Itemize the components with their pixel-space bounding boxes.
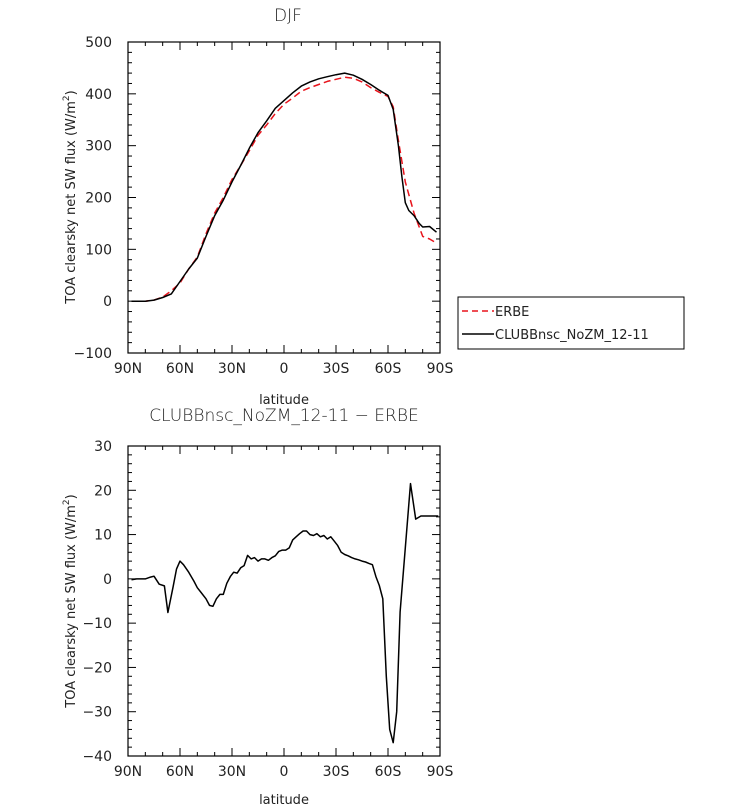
x-tick-label: 30S: [323, 764, 350, 780]
panel-top-djf: DJF latitude TOA clearsky net SW flux (W…: [62, 6, 453, 408]
y-tick-label: 0: [103, 294, 112, 310]
plot-area: 90N 60N 30N 0 30S 60S 90S −40 −30 −20 −10 0 10 20 30: [82, 439, 453, 780]
panel-bottom-difference: CLUBBnsc_NoZM_12-11 − ERBE latitude TOA …: [62, 406, 453, 808]
y-axis-label-close: ): [64, 90, 79, 95]
legend-label-erbe: ERBE: [495, 305, 529, 320]
series-line-clubbnsc-nozm-12-11: [131, 72, 437, 302]
plot-frame: [127, 41, 441, 354]
y-axis-label-text: TOA clearsky net SW flux (W/m: [64, 101, 79, 305]
x-axis-label: latitude: [259, 393, 309, 408]
y-tick-label: 200: [85, 191, 112, 207]
y-tick-label: −10: [82, 616, 112, 632]
plot-area: 90N 60N 30N 0 30S 60S 90S −100 0 100 200 300 400 500: [74, 35, 454, 377]
y-tick-label: 10: [94, 528, 112, 544]
x-tick-label: 90N: [114, 361, 142, 377]
series-line-erbe: [131, 76, 437, 302]
y-tick-label: 100: [85, 242, 112, 258]
x-tick-label: 90N: [114, 764, 142, 780]
y-axis-label-superscript: 2: [62, 95, 72, 101]
x-axis-label: latitude: [259, 793, 309, 808]
x-tick-label: 60N: [166, 764, 194, 780]
x-tick-label: 30S: [323, 361, 350, 377]
y-tick-label: −30: [82, 705, 112, 721]
x-tick-label: 90S: [427, 764, 454, 780]
plot-frame: [127, 445, 441, 757]
y-tick-label: 400: [85, 87, 112, 103]
y-tick-label: 20: [94, 483, 112, 499]
x-tick-label: 30N: [218, 764, 246, 780]
legend: ERBE CLUBBnsc_NoZM_12-11: [457, 296, 685, 350]
x-tick-label: 90S: [427, 361, 454, 377]
legend-label-clubb: CLUBBnsc_NoZM_12-11: [495, 328, 649, 343]
x-tick-label: 30N: [218, 361, 246, 377]
y-tick-label: 300: [85, 139, 112, 155]
y-tick-label: 30: [94, 439, 112, 455]
y-axis-label: TOA clearsky net SW flux (W/m2): [62, 494, 79, 708]
y-axis-label-superscript: 2: [62, 499, 72, 505]
x-tick-label: 60S: [375, 361, 402, 377]
y-tick-label: 500: [85, 35, 112, 51]
y-tick-label: −100: [74, 346, 112, 362]
y-axis-label-close: ): [64, 494, 79, 499]
x-tick-label: 60S: [375, 764, 402, 780]
x-tick-label: 0: [280, 361, 289, 377]
y-tick-label: −20: [82, 660, 112, 676]
y-axis-label: TOA clearsky net SW flux (W/m2): [62, 90, 79, 304]
x-tick-label: 0: [280, 764, 289, 780]
difference-series-line: [131, 482, 439, 744]
y-tick-label: −40: [82, 749, 112, 765]
y-axis-label-text: TOA clearsky net SW flux (W/m: [64, 505, 79, 709]
x-tick-label: 60N: [166, 361, 194, 377]
legend-frame: [457, 296, 685, 350]
y-tick-label: 0: [103, 572, 112, 588]
chart-title: DJF: [274, 6, 302, 26]
chart-title: CLUBBnsc_NoZM_12-11 − ERBE: [149, 406, 419, 426]
